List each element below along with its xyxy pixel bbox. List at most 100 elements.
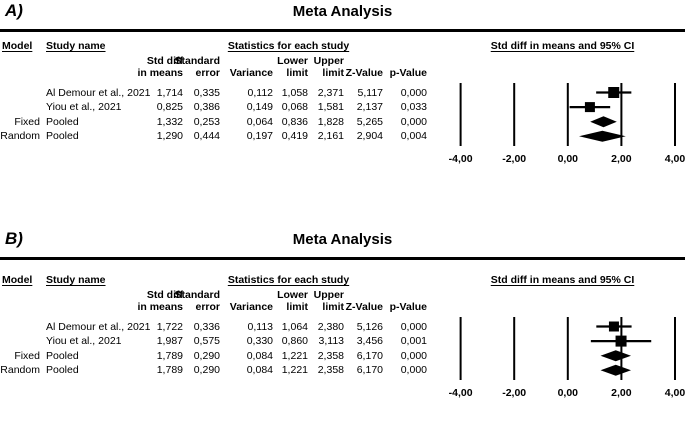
stat-value-cell: 1,290 <box>156 130 183 143</box>
stat-value-cell: 0,000 <box>400 320 427 333</box>
stat-value-cell: 0,575 <box>193 335 220 348</box>
stat-value-cell: 2,380 <box>317 320 344 333</box>
stat-value-cell: 3,456 <box>356 335 383 348</box>
column-group-model: Model <box>2 40 33 52</box>
stat-value-cell: 2,358 <box>317 349 344 362</box>
stat-value-cell: 1,064 <box>281 320 308 333</box>
panel-a-content: Model Study name Statistics for each stu… <box>0 38 685 188</box>
forest-plot: -4,00 -2,00 0,00 2,00 4,00 <box>449 83 685 165</box>
stat-value-cell: 0,084 <box>246 364 273 377</box>
stat-value-cell: 1,714 <box>156 86 183 99</box>
stat-value-cell: 0,084 <box>246 349 273 362</box>
stat-value-cell: 0,113 <box>247 320 274 333</box>
stat-column-header: p-Value <box>389 67 427 79</box>
stat-column-header: Std diff <box>146 55 183 67</box>
stat-value-cell: 1,828 <box>317 115 344 128</box>
axis-tick-label: 2,00 <box>611 153 632 165</box>
axis-tick-label: 4,00 <box>665 387 685 399</box>
stat-value-cell: 0,000 <box>400 349 427 362</box>
stat-column-header: limit <box>322 301 344 313</box>
stat-value-cell: 6,170 <box>356 364 383 377</box>
stat-value-cell: 5,117 <box>357 86 384 99</box>
stat-value-cell: 2,137 <box>356 101 383 114</box>
stat-value-cell: 0,112 <box>247 86 274 99</box>
stat-value-cell: 0,330 <box>246 335 273 348</box>
axis-tick-label: 4,00 <box>665 153 685 165</box>
stat-column-header: Variance <box>229 67 273 79</box>
stat-column-header: Upper <box>313 55 344 67</box>
stat-value-cell: 2,358 <box>317 364 344 377</box>
stat-column-header: in means <box>137 67 183 79</box>
stat-column-header: Z-Value <box>345 67 383 79</box>
column-group-ci-plot: Std diff in means and 95% CI <box>490 274 635 286</box>
stat-column-header: Std diff <box>146 289 183 301</box>
stat-value-cell: 0,033 <box>400 101 427 114</box>
model-cell: Fixed <box>14 115 40 128</box>
study-name-cell: Pooled <box>46 364 79 377</box>
stat-value-cell: 0,419 <box>281 130 308 143</box>
stat-value-cell: 6,170 <box>356 349 383 362</box>
panel-b-content: Model Study name Statistics for each stu… <box>0 272 685 422</box>
panel-a-label: A) <box>5 1 23 20</box>
pooled-diamond <box>600 350 631 362</box>
stat-value-cell: 0,860 <box>281 335 308 348</box>
stat-value-cell: 0,290 <box>193 349 220 362</box>
study-point-square <box>608 321 619 332</box>
stat-value-cell: 0,000 <box>400 364 427 377</box>
column-group-ci-plot: Std diff in means and 95% CI <box>490 40 635 52</box>
stat-value-cell: 1,581 <box>317 101 344 114</box>
stat-value-cell: 1,221 <box>281 349 308 362</box>
study-name-cell: Al Demour et al., 2021 <box>46 86 151 99</box>
pooled-diamond <box>579 130 626 142</box>
study-name-cell: Yiou et al., 2021 <box>46 335 122 348</box>
stat-column-header: error <box>195 301 220 313</box>
stat-value-cell: 1,221 <box>281 364 308 377</box>
meta-analysis-figure: { "colors": { "ink": "#000000", "backgro… <box>0 0 685 400</box>
study-name-cell: Yiou et al., 2021 <box>46 101 122 114</box>
stat-value-cell: 2,371 <box>317 86 344 99</box>
stat-value-cell: 1,789 <box>156 349 183 362</box>
column-group-study-name: Study name <box>46 274 106 286</box>
title-rule <box>0 257 685 260</box>
stat-value-cell: 0,068 <box>281 101 308 114</box>
axis-tick-label: -2,00 <box>502 153 526 165</box>
study-name-cell: Pooled <box>46 130 79 143</box>
stat-column-header: error <box>195 67 220 79</box>
column-group-statistics: Statistics for each study <box>227 40 350 52</box>
panel-a-title: Meta Analysis <box>292 3 393 20</box>
model-cell: Random <box>0 130 40 143</box>
stat-column-header: Standard <box>174 55 220 67</box>
panel-a: A) Meta Analysis Model Study name Statis… <box>0 0 685 200</box>
stat-value-cell: 1,987 <box>156 335 183 348</box>
stat-value-cell: 0,197 <box>246 130 273 143</box>
column-group-model: Model <box>2 274 33 286</box>
stat-value-cell: 5,126 <box>356 320 383 333</box>
stat-column-header: Variance <box>229 301 273 313</box>
stat-column-header: Standard <box>174 289 220 301</box>
stat-column-header: in means <box>137 301 183 313</box>
panel-b-label: B) <box>5 229 23 248</box>
pooled-diamond <box>590 116 617 128</box>
stat-column-header: limit <box>322 67 344 79</box>
axis-tick-label: 0,00 <box>558 153 579 165</box>
stat-column-header: Upper <box>313 289 344 301</box>
stat-value-cell: 3,113 <box>318 335 345 348</box>
study-point-square <box>608 87 620 98</box>
study-point-square <box>584 102 595 113</box>
stat-value-cell: 0,001 <box>400 335 427 348</box>
stat-value-cell: 5,265 <box>356 115 383 128</box>
stat-value-cell: 0,000 <box>400 86 427 99</box>
stat-value-cell: 2,904 <box>356 130 383 143</box>
stat-column-header: p-Value <box>389 301 427 313</box>
pooled-diamond <box>600 364 631 376</box>
study-point-square <box>615 335 627 347</box>
stat-value-cell: 0,253 <box>193 115 220 128</box>
model-cell: Fixed <box>14 349 40 362</box>
stat-value-cell: 0,004 <box>400 130 427 143</box>
axis-tick-label: -2,00 <box>502 387 526 399</box>
study-name-cell: Al Demour et al., 2021 <box>46 320 151 333</box>
panel-b: B) Meta Analysis Model Study name Statis… <box>0 228 685 400</box>
stat-value-cell: 0,290 <box>193 364 220 377</box>
stat-value-cell: 1,722 <box>156 320 183 333</box>
stat-value-cell: 0,064 <box>246 115 273 128</box>
